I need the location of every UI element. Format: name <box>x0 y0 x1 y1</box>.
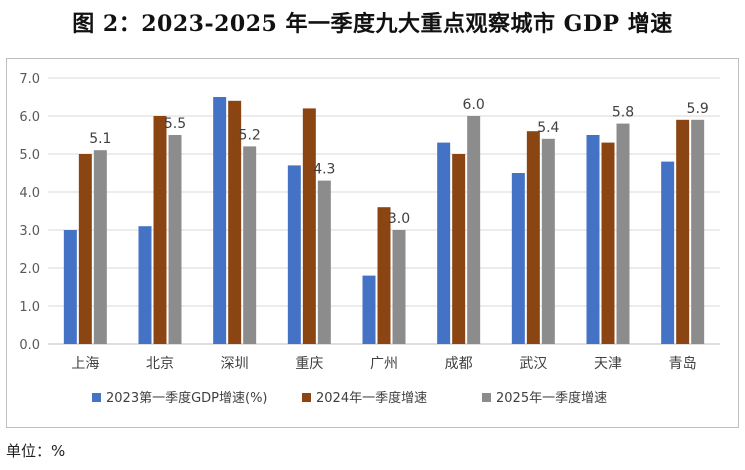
bar <box>78 154 92 344</box>
bar <box>437 142 451 344</box>
bar <box>213 97 227 344</box>
bar <box>138 226 152 344</box>
data-label: 5.1 <box>89 131 111 147</box>
x-axis-ticks: 上海 北京 深圳 重庆 广州 成都 武汉 天津 青岛 <box>71 356 696 372</box>
data-label: 5.9 <box>687 101 709 117</box>
bar <box>511 173 525 344</box>
legend-label: 2023第一季度GDP增速(%) <box>106 390 268 406</box>
y-tick-label: 3.0 <box>19 224 40 239</box>
y-tick-label: 1.0 <box>19 300 40 315</box>
unit-note: 单位：% <box>6 442 66 460</box>
y-tick-label: 4.0 <box>19 186 40 201</box>
bar <box>586 135 600 344</box>
bar <box>63 230 77 344</box>
y-tick-label: 2.0 <box>19 262 40 277</box>
bar <box>661 161 675 344</box>
y-tick-label: 6.0 <box>19 110 40 125</box>
bar <box>452 154 466 344</box>
bar <box>228 100 242 344</box>
data-label: 5.8 <box>612 105 634 121</box>
legend-label: 2025年一季度增速 <box>496 390 607 406</box>
bar <box>616 123 630 344</box>
bar <box>362 275 376 344</box>
data-label: 4.3 <box>313 162 335 178</box>
bar <box>467 116 481 344</box>
bar <box>691 119 705 344</box>
bar <box>526 131 540 344</box>
x-tick-label: 重庆 <box>295 356 323 372</box>
bars <box>63 97 705 345</box>
legend: 2023第一季度GDP增速(%) 2024年一季度增速 2025年一季度增速 <box>92 390 607 406</box>
x-tick-label: 武汉 <box>519 356 547 372</box>
bar <box>392 230 406 344</box>
bar <box>93 150 107 344</box>
bar <box>287 165 301 344</box>
chart-title: 图 2：2023-2025 年一季度九大重点观察城市 GDP 增速 <box>72 11 673 37</box>
x-tick-label: 深圳 <box>221 356 249 372</box>
bar <box>601 142 615 344</box>
x-tick-label: 上海 <box>71 356 99 372</box>
data-label: 6.0 <box>463 97 485 113</box>
x-tick-label: 广州 <box>370 356 398 372</box>
y-tick-label: 7.0 <box>19 72 40 87</box>
legend-swatch <box>302 393 311 402</box>
bar <box>317 180 331 344</box>
bar <box>377 207 391 344</box>
data-labels: 5.1 5.5 5.2 4.3 3.0 6.0 5.4 5.8 5.9 <box>89 97 709 227</box>
y-tick-label: 5.0 <box>19 148 40 163</box>
y-tick-label: 0.0 <box>19 338 40 353</box>
data-label: 5.5 <box>164 116 186 132</box>
legend-label: 2024年一季度增速 <box>316 390 427 406</box>
x-tick-label: 天津 <box>594 356 622 372</box>
bar <box>243 146 257 344</box>
x-tick-label: 成都 <box>445 356 473 372</box>
x-tick-label: 北京 <box>146 356 174 372</box>
x-tick-label: 青岛 <box>669 356 697 372</box>
bar <box>541 138 555 344</box>
bar <box>153 116 167 344</box>
bar <box>302 108 316 345</box>
y-axis-ticks: 0.0 1.0 2.0 3.0 4.0 5.0 6.0 7.0 <box>19 72 40 353</box>
legend-swatch <box>92 393 101 402</box>
bar <box>676 119 690 344</box>
chart-frame <box>6 58 739 428</box>
bar-chart: 0.0 1.0 2.0 3.0 4.0 5.0 6.0 7.0 5.1 5.5 5.2 4.3 3.0… <box>19 72 720 406</box>
bar <box>168 135 182 344</box>
data-label: 5.2 <box>239 127 261 143</box>
legend-swatch <box>482 393 491 402</box>
data-label: 5.4 <box>537 120 559 136</box>
data-label: 3.0 <box>388 211 410 227</box>
